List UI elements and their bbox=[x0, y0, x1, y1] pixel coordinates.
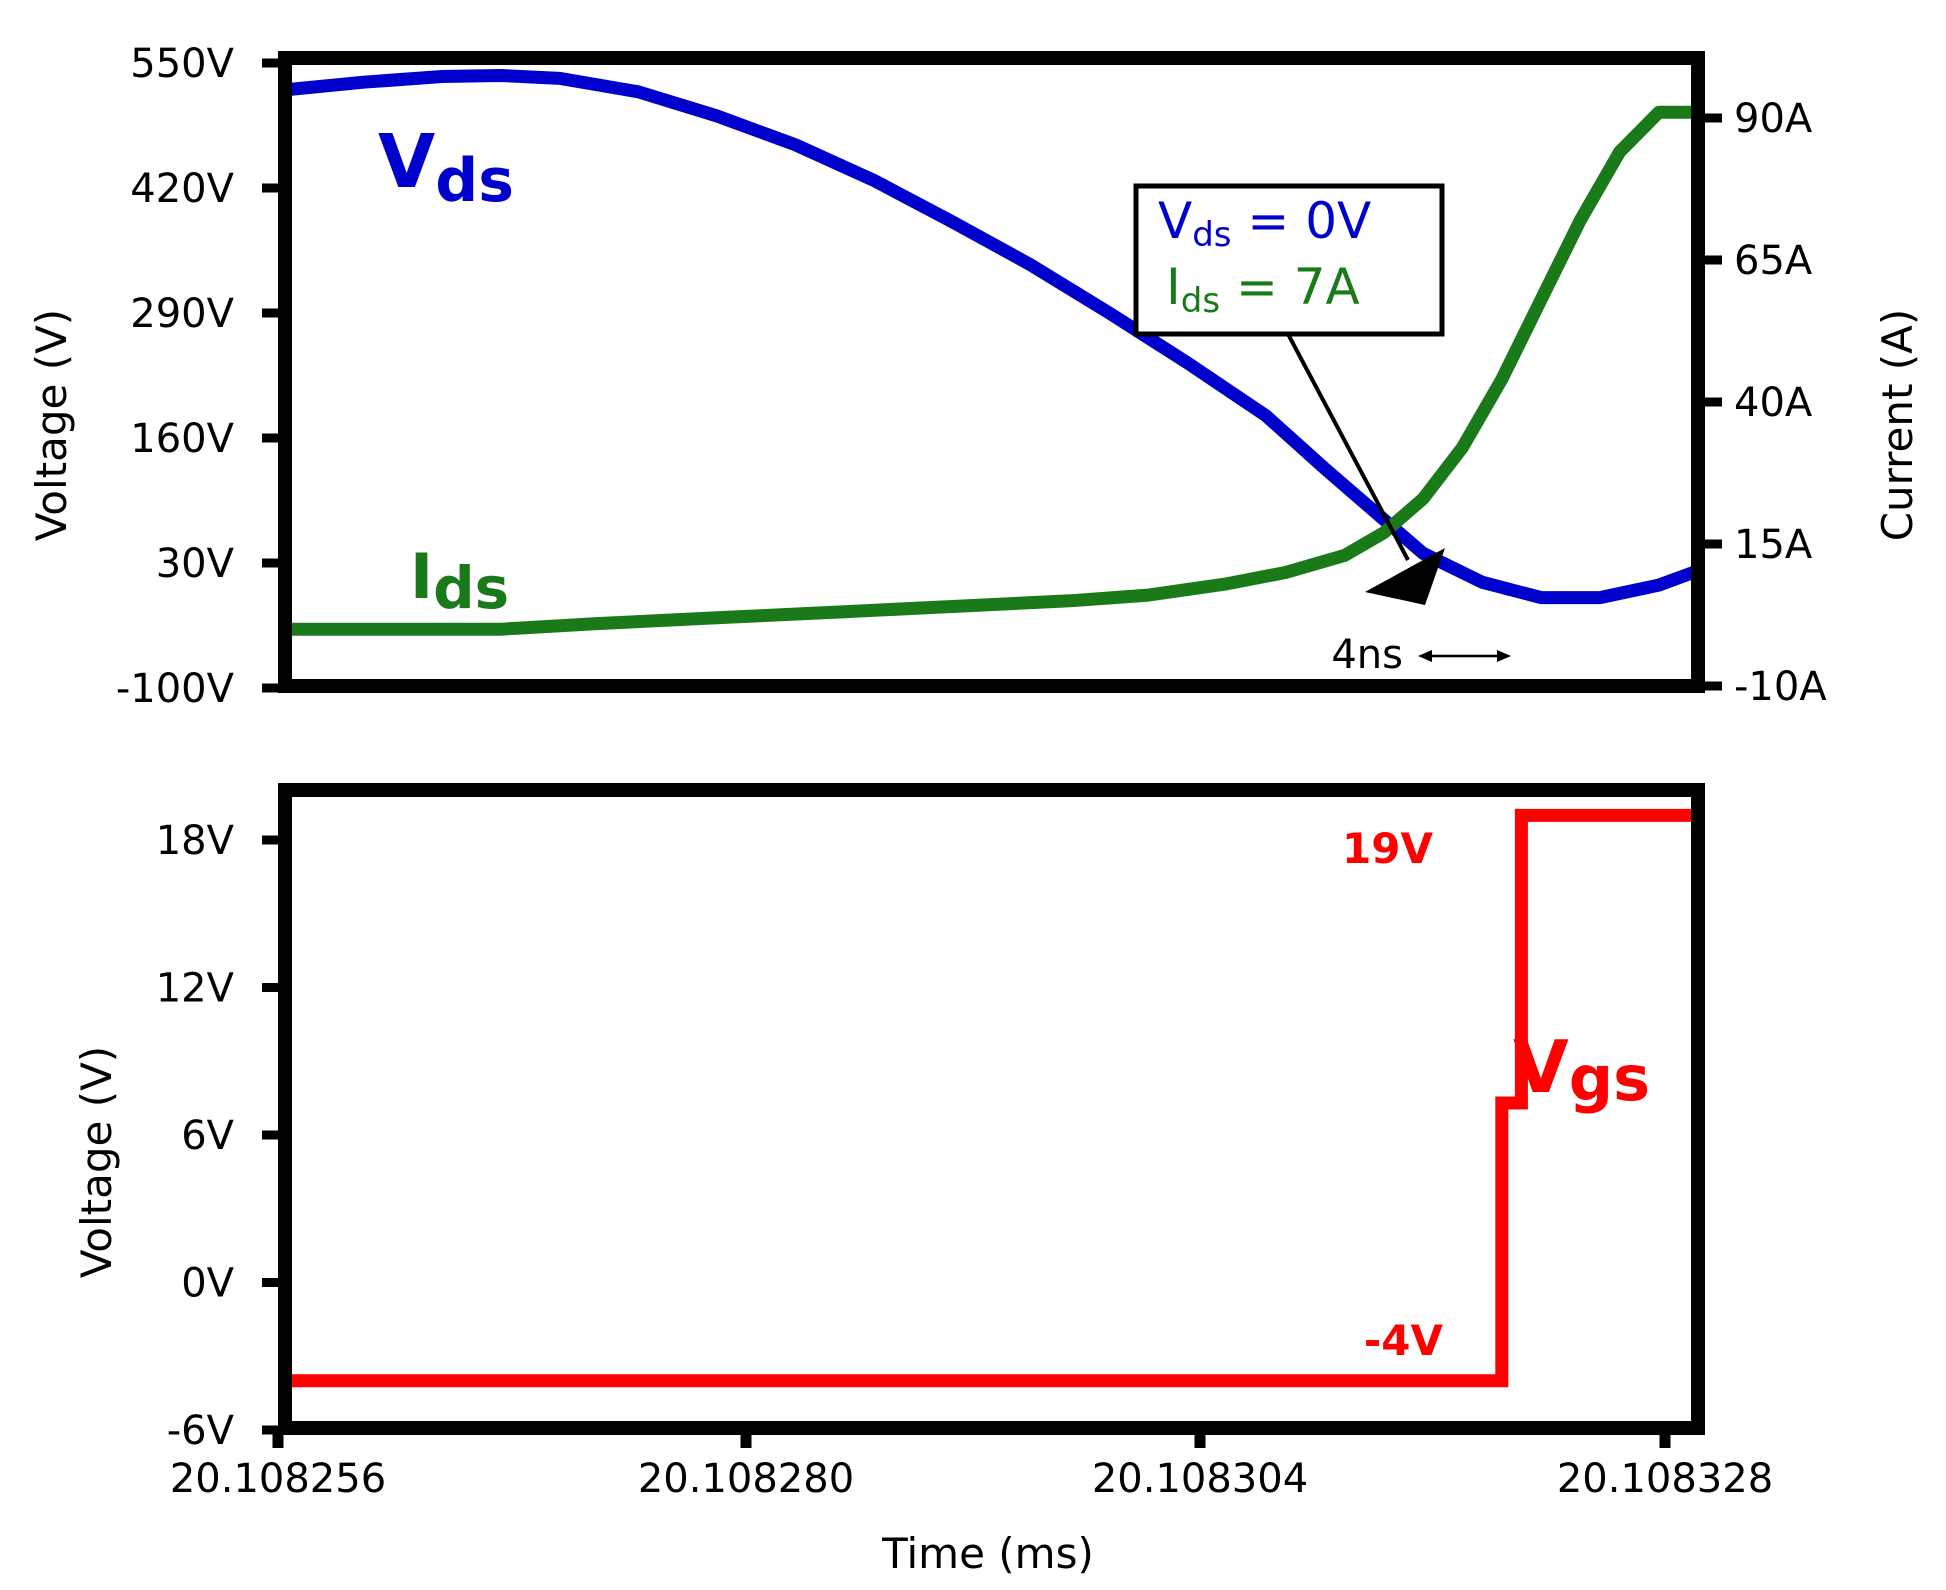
ids-series-label: Ids bbox=[410, 540, 509, 622]
annotation-ids-value: = 7A bbox=[1220, 258, 1360, 316]
bottom-series bbox=[285, 808, 1698, 1388]
annotation-ids-sub: ds bbox=[1181, 281, 1220, 321]
vgs-series-label: Vgs bbox=[1513, 1025, 1650, 1115]
top-left-tick-label: 550V bbox=[130, 41, 234, 87]
vds-series-label: Vds bbox=[378, 119, 514, 216]
bottom-x-tick-label: 20.108256 bbox=[170, 1456, 386, 1502]
top-series bbox=[278, 69, 1705, 636]
top-left-tick-label: 30V bbox=[156, 541, 235, 587]
annotation-arrow-head bbox=[1365, 548, 1445, 605]
top-left-tick-label: 160V bbox=[130, 416, 234, 462]
ids-label-main: I bbox=[410, 540, 433, 613]
bottom-x-tick-label: 20.108280 bbox=[638, 1456, 854, 1502]
bottom-y-tick-label: 6V bbox=[181, 1113, 234, 1159]
top-right-tick-label: -10A bbox=[1734, 664, 1827, 710]
crossing-annotation: Vds = 0V Ids = 7A bbox=[1133, 183, 1445, 605]
top-right-tick-label: 15A bbox=[1734, 522, 1813, 568]
interval-marker: 4ns bbox=[1331, 632, 1511, 678]
top-right-tick-label: 65A bbox=[1734, 238, 1813, 284]
top-panel: 550V 420V 290V 160V 30V -100V 90A 65A 40A 15A -10A… bbox=[27, 41, 1922, 712]
interval-arrow-left bbox=[1418, 650, 1432, 662]
top-ticks: 550V 420V 290V 160V 30V -100V 90A 65A 40A 15A -10A bbox=[116, 41, 1827, 712]
annotation-vds-line: Vds = 0V bbox=[1158, 192, 1371, 255]
top-left-tick-label: -100V bbox=[116, 666, 235, 712]
bottom-plot-frame bbox=[278, 783, 1705, 1435]
annotation-ids-line: Ids = 7A bbox=[1166, 258, 1360, 321]
vgs-series-line bbox=[285, 808, 1698, 1388]
bottom-x-tick-label: 20.108328 bbox=[1557, 1456, 1773, 1502]
top-right-tick-label: 40A bbox=[1734, 380, 1813, 426]
ids-series-line bbox=[278, 105, 1705, 636]
bottom-y-tick-label: 12V bbox=[156, 966, 235, 1012]
annotation-vds-value: = 0V bbox=[1232, 192, 1372, 250]
vgs-label-main: V bbox=[1513, 1025, 1569, 1109]
top-right-tick-label: 90A bbox=[1734, 96, 1813, 142]
annotation-box bbox=[1133, 183, 1445, 337]
vgs-label-sub: gs bbox=[1569, 1042, 1650, 1115]
annotation-vds-main: V bbox=[1158, 192, 1192, 250]
vds-label-main: V bbox=[378, 119, 435, 205]
annotation-vds-sub: ds bbox=[1192, 215, 1231, 255]
top-left-tick-label: 290V bbox=[130, 291, 234, 337]
interval-arrow-right bbox=[1497, 650, 1511, 662]
top-plot-frame bbox=[278, 51, 1705, 693]
vds-series-line bbox=[278, 69, 1705, 605]
vds-label-sub: ds bbox=[435, 146, 514, 216]
top-right-ylabel: Current (A) bbox=[1873, 309, 1922, 542]
bottom-y-tick-label: -6V bbox=[167, 1408, 235, 1454]
annotation-ids-main: I bbox=[1166, 258, 1181, 316]
bottom-ylabel: Voltage (V) bbox=[72, 1046, 121, 1278]
ids-label-sub: ds bbox=[433, 554, 509, 622]
top-left-ylabel: Voltage (V) bbox=[27, 309, 76, 541]
interval-label: 4ns bbox=[1331, 632, 1403, 678]
bottom-y-tick-label: 0V bbox=[181, 1261, 234, 1307]
bottom-x-tick-label: 20.108304 bbox=[1092, 1456, 1308, 1502]
vgs-high-label: 19V bbox=[1342, 824, 1433, 873]
vgs-low-label: -4V bbox=[1364, 1316, 1444, 1365]
annotation-arrow-shaft bbox=[1286, 333, 1410, 561]
top-left-tick-label: 420V bbox=[130, 166, 234, 212]
bottom-xlabel: Time (ms) bbox=[881, 1529, 1094, 1578]
bottom-y-tick-label: 18V bbox=[156, 818, 235, 864]
